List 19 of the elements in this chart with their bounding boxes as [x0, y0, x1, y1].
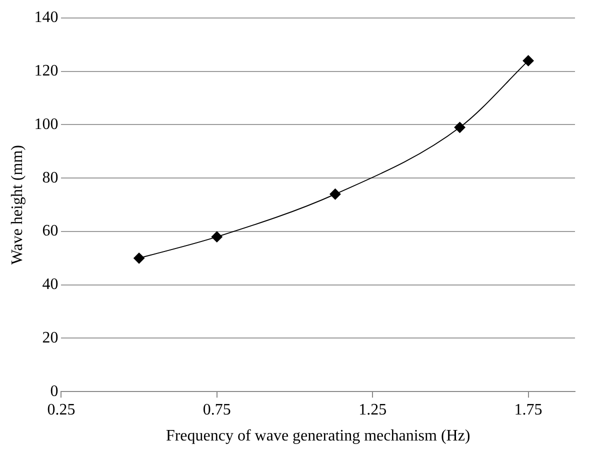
y-tick-label: 40 [42, 276, 58, 294]
y-tick-label: 20 [42, 329, 58, 346]
point [330, 188, 341, 200]
x-tick-label: 1.25 [358, 401, 387, 418]
y-tick-label: 100 [34, 116, 58, 133]
x-tick-label: 0.25 [47, 401, 76, 418]
point [454, 122, 466, 133]
x-tick-label: 1.75 [514, 401, 542, 418]
y-axis-title: Wave height (mm) [8, 145, 26, 265]
y-tick-label: 120 [34, 62, 58, 80]
point [134, 252, 145, 264]
y-tick-label: 0 [50, 382, 58, 400]
x-tick-label: 0.75 [202, 401, 231, 418]
x-axis-title: Frequency of wave generating mechanism (Hz) [166, 428, 470, 445]
point [211, 231, 222, 242]
point [522, 55, 534, 66]
y-tick-label: 80 [42, 169, 58, 186]
y-tick-label: 140 [34, 9, 58, 26]
y-tick-label: 60 [42, 222, 58, 240]
